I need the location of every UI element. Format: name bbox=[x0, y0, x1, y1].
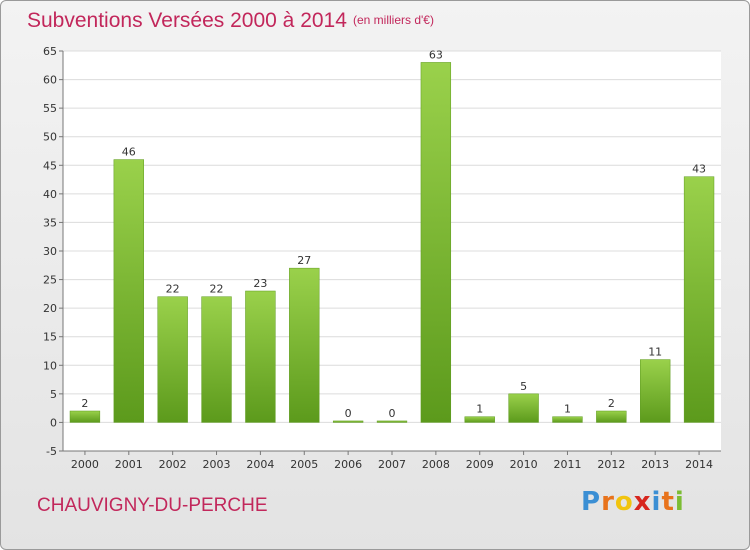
bar-2006 bbox=[332, 420, 364, 423]
bar-2001 bbox=[113, 159, 144, 423]
x-tick-label-2002: 2002 bbox=[159, 458, 187, 471]
y-tick-label: 60 bbox=[43, 74, 57, 87]
value-label-2006: 0 bbox=[345, 407, 352, 420]
value-label-2010: 5 bbox=[520, 380, 527, 393]
x-tick-label-2005: 2005 bbox=[290, 458, 318, 471]
bar-2007 bbox=[376, 420, 408, 423]
y-tick-label: 20 bbox=[43, 302, 57, 315]
logo-letter: P bbox=[581, 487, 602, 517]
bar-2009 bbox=[464, 416, 495, 423]
bar-2011 bbox=[552, 416, 583, 423]
x-tick-label-2011: 2011 bbox=[553, 458, 581, 471]
y-tick-label: 40 bbox=[43, 188, 57, 201]
bar-2012 bbox=[596, 410, 627, 423]
logo-letter: x bbox=[633, 487, 652, 517]
y-tick-label: 0 bbox=[50, 416, 57, 429]
proxiti-logo: Proxiti bbox=[581, 487, 685, 517]
y-tick-label: 5 bbox=[50, 388, 57, 401]
value-label-2012: 2 bbox=[608, 397, 615, 410]
y-tick-label: 65 bbox=[43, 45, 57, 58]
value-label-2004: 23 bbox=[253, 277, 267, 290]
x-tick-label-2008: 2008 bbox=[422, 458, 450, 471]
y-tick-label: 35 bbox=[43, 216, 57, 229]
place-name: CHAUVIGNY-DU-PERCHE bbox=[37, 495, 268, 516]
x-tick-label-2000: 2000 bbox=[71, 458, 99, 471]
y-tick-label: 25 bbox=[43, 274, 57, 287]
logo-letter: i bbox=[651, 487, 662, 517]
y-tick-label: 30 bbox=[43, 245, 57, 258]
value-label-2005: 27 bbox=[297, 254, 311, 267]
y-tick-label: 55 bbox=[43, 102, 57, 115]
value-label-2011: 1 bbox=[564, 403, 571, 416]
chart-title: Subventions Versées 2000 à 2014 bbox=[27, 9, 347, 32]
bar-2014 bbox=[683, 176, 715, 423]
bar-2002 bbox=[157, 296, 188, 423]
x-tick-label-2001: 2001 bbox=[115, 458, 143, 471]
bar-2000 bbox=[69, 410, 101, 423]
x-tick-label-2004: 2004 bbox=[246, 458, 274, 471]
chart-unit-note: (en milliers d'€) bbox=[353, 13, 434, 27]
y-tick-label: 10 bbox=[43, 359, 57, 372]
value-label-2014: 43 bbox=[692, 163, 706, 176]
bar-2003 bbox=[201, 296, 232, 423]
y-tick-label: 45 bbox=[43, 159, 57, 172]
x-tick-label-2010: 2010 bbox=[510, 458, 538, 471]
y-tick-label: -5 bbox=[46, 445, 57, 458]
x-tick-label-2003: 2003 bbox=[203, 458, 231, 471]
value-label-2002: 22 bbox=[166, 283, 180, 296]
x-tick-label-2012: 2012 bbox=[597, 458, 625, 471]
x-tick-label-2013: 2013 bbox=[641, 458, 669, 471]
x-tick-label-2009: 2009 bbox=[466, 458, 494, 471]
y-tick-label: 50 bbox=[43, 131, 57, 144]
x-tick-label-2014: 2014 bbox=[685, 458, 713, 471]
bar-2005 bbox=[289, 267, 320, 423]
bar-2010 bbox=[508, 393, 539, 423]
bar-2008 bbox=[420, 62, 452, 423]
bar-2004 bbox=[245, 290, 276, 423]
x-tick-label-2007: 2007 bbox=[378, 458, 406, 471]
value-label-2008: 63 bbox=[429, 48, 443, 61]
logo-letter: t bbox=[661, 487, 675, 517]
y-tick-label: 15 bbox=[43, 331, 57, 344]
value-label-2003: 22 bbox=[210, 283, 224, 296]
logo-letter: i bbox=[674, 487, 685, 517]
x-tick-label-2006: 2006 bbox=[334, 458, 362, 471]
bar-2013 bbox=[640, 359, 671, 423]
value-label-2013: 11 bbox=[648, 346, 662, 359]
value-label-2001: 46 bbox=[122, 146, 136, 159]
value-label-2000: 2 bbox=[81, 397, 88, 410]
value-label-2009: 1 bbox=[476, 403, 483, 416]
logo-letter: o bbox=[614, 487, 634, 517]
value-label-2007: 0 bbox=[389, 407, 396, 420]
logo-letter: r bbox=[601, 487, 615, 517]
